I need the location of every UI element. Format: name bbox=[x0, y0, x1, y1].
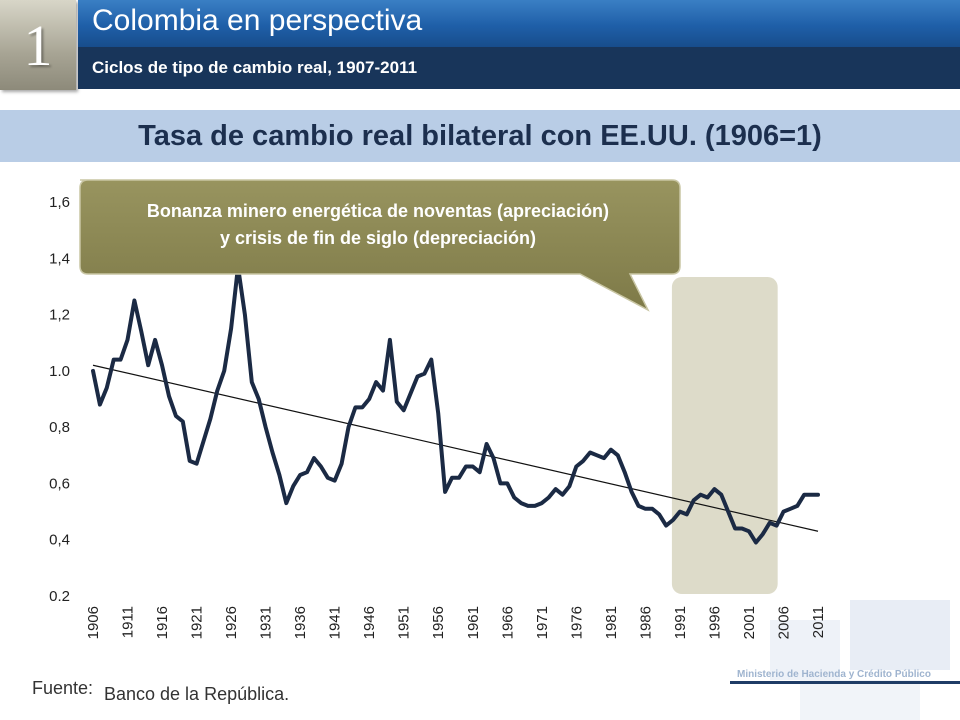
x-tick-label: 1981 bbox=[603, 606, 620, 639]
x-tick-label: 1921 bbox=[189, 606, 206, 639]
decorative-pattern bbox=[770, 600, 950, 720]
x-tick-label: 1946 bbox=[361, 606, 378, 639]
series-line bbox=[91, 264, 820, 545]
subtitle-bar bbox=[78, 47, 960, 89]
x-tick-label: 1916 bbox=[154, 606, 171, 639]
callout-bubble bbox=[79, 179, 681, 312]
y-tick-label: 0,6 bbox=[49, 475, 70, 492]
x-tick-label: 2011 bbox=[810, 606, 827, 638]
y-tick-label: 1,2 bbox=[49, 307, 70, 324]
y-tick-label: 0,8 bbox=[49, 419, 70, 436]
x-tick-label: 1931 bbox=[258, 606, 275, 639]
x-tick-label: 1906 bbox=[85, 606, 102, 639]
x-tick-label: 1941 bbox=[327, 606, 344, 639]
source-label: Fuente: bbox=[32, 678, 94, 698]
x-tick-label: 1971 bbox=[534, 606, 551, 639]
trend-line bbox=[92, 364, 819, 532]
y-tick-label: 0,4 bbox=[49, 532, 70, 549]
y-tick-label: 1,6 bbox=[49, 194, 70, 211]
x-tick-label: 1966 bbox=[499, 606, 516, 639]
y-axis: 1,6 1,4 1,2 1.0 0,8 0,6 0,4 0.2 bbox=[49, 194, 70, 605]
x-tick-label: 2001 bbox=[741, 606, 758, 639]
footer-rule bbox=[730, 681, 960, 684]
callout-line-1: Bonanza minero energética de noventas (a… bbox=[146, 201, 610, 221]
x-axis: 1906 1911 1916 1921 1926 1931 1936 1941 1946 1951… bbox=[85, 606, 827, 639]
x-tick-label: 1911 bbox=[120, 606, 137, 638]
x-tick-label: 1961 bbox=[465, 606, 482, 639]
ministry-name: Ministerio de Hacienda y Crédito Público bbox=[737, 669, 931, 680]
slide-number-badge bbox=[0, 0, 76, 90]
x-tick-label: 1956 bbox=[430, 606, 447, 639]
x-tick-label: 1951 bbox=[396, 606, 413, 639]
highlight-period-band bbox=[671, 277, 778, 594]
callout-line-2: y crisis de fin de siglo (depreciación) bbox=[219, 228, 537, 248]
x-tick-label: 1976 bbox=[568, 606, 585, 639]
callout-text: Bonanza minero energética de noventas (a… bbox=[82, 198, 674, 252]
source-text: Banco de la República. bbox=[104, 684, 290, 704]
x-tick-label: 1926 bbox=[223, 606, 240, 639]
y-tick-label: 0.2 bbox=[49, 588, 70, 605]
y-tick-label: 1.0 bbox=[49, 363, 70, 380]
x-tick-label: 1996 bbox=[706, 606, 723, 639]
slide-number: 1 bbox=[23, 12, 53, 78]
x-tick-label: 1936 bbox=[292, 606, 309, 639]
page-subtitle: Ciclos de tipo de cambio real, 1907-2011 bbox=[92, 58, 418, 77]
x-tick-label: 1986 bbox=[637, 606, 654, 639]
x-tick-label: 2006 bbox=[775, 606, 792, 639]
page-title: Colombia en perspectiva bbox=[92, 4, 423, 37]
chart-title: Tasa de cambio real bilateral con EE.UU.… bbox=[138, 119, 822, 152]
title-bar bbox=[78, 0, 960, 47]
chart-title-band bbox=[0, 110, 960, 162]
x-tick-label: 1991 bbox=[672, 606, 689, 639]
y-tick-label: 1,4 bbox=[49, 250, 70, 267]
